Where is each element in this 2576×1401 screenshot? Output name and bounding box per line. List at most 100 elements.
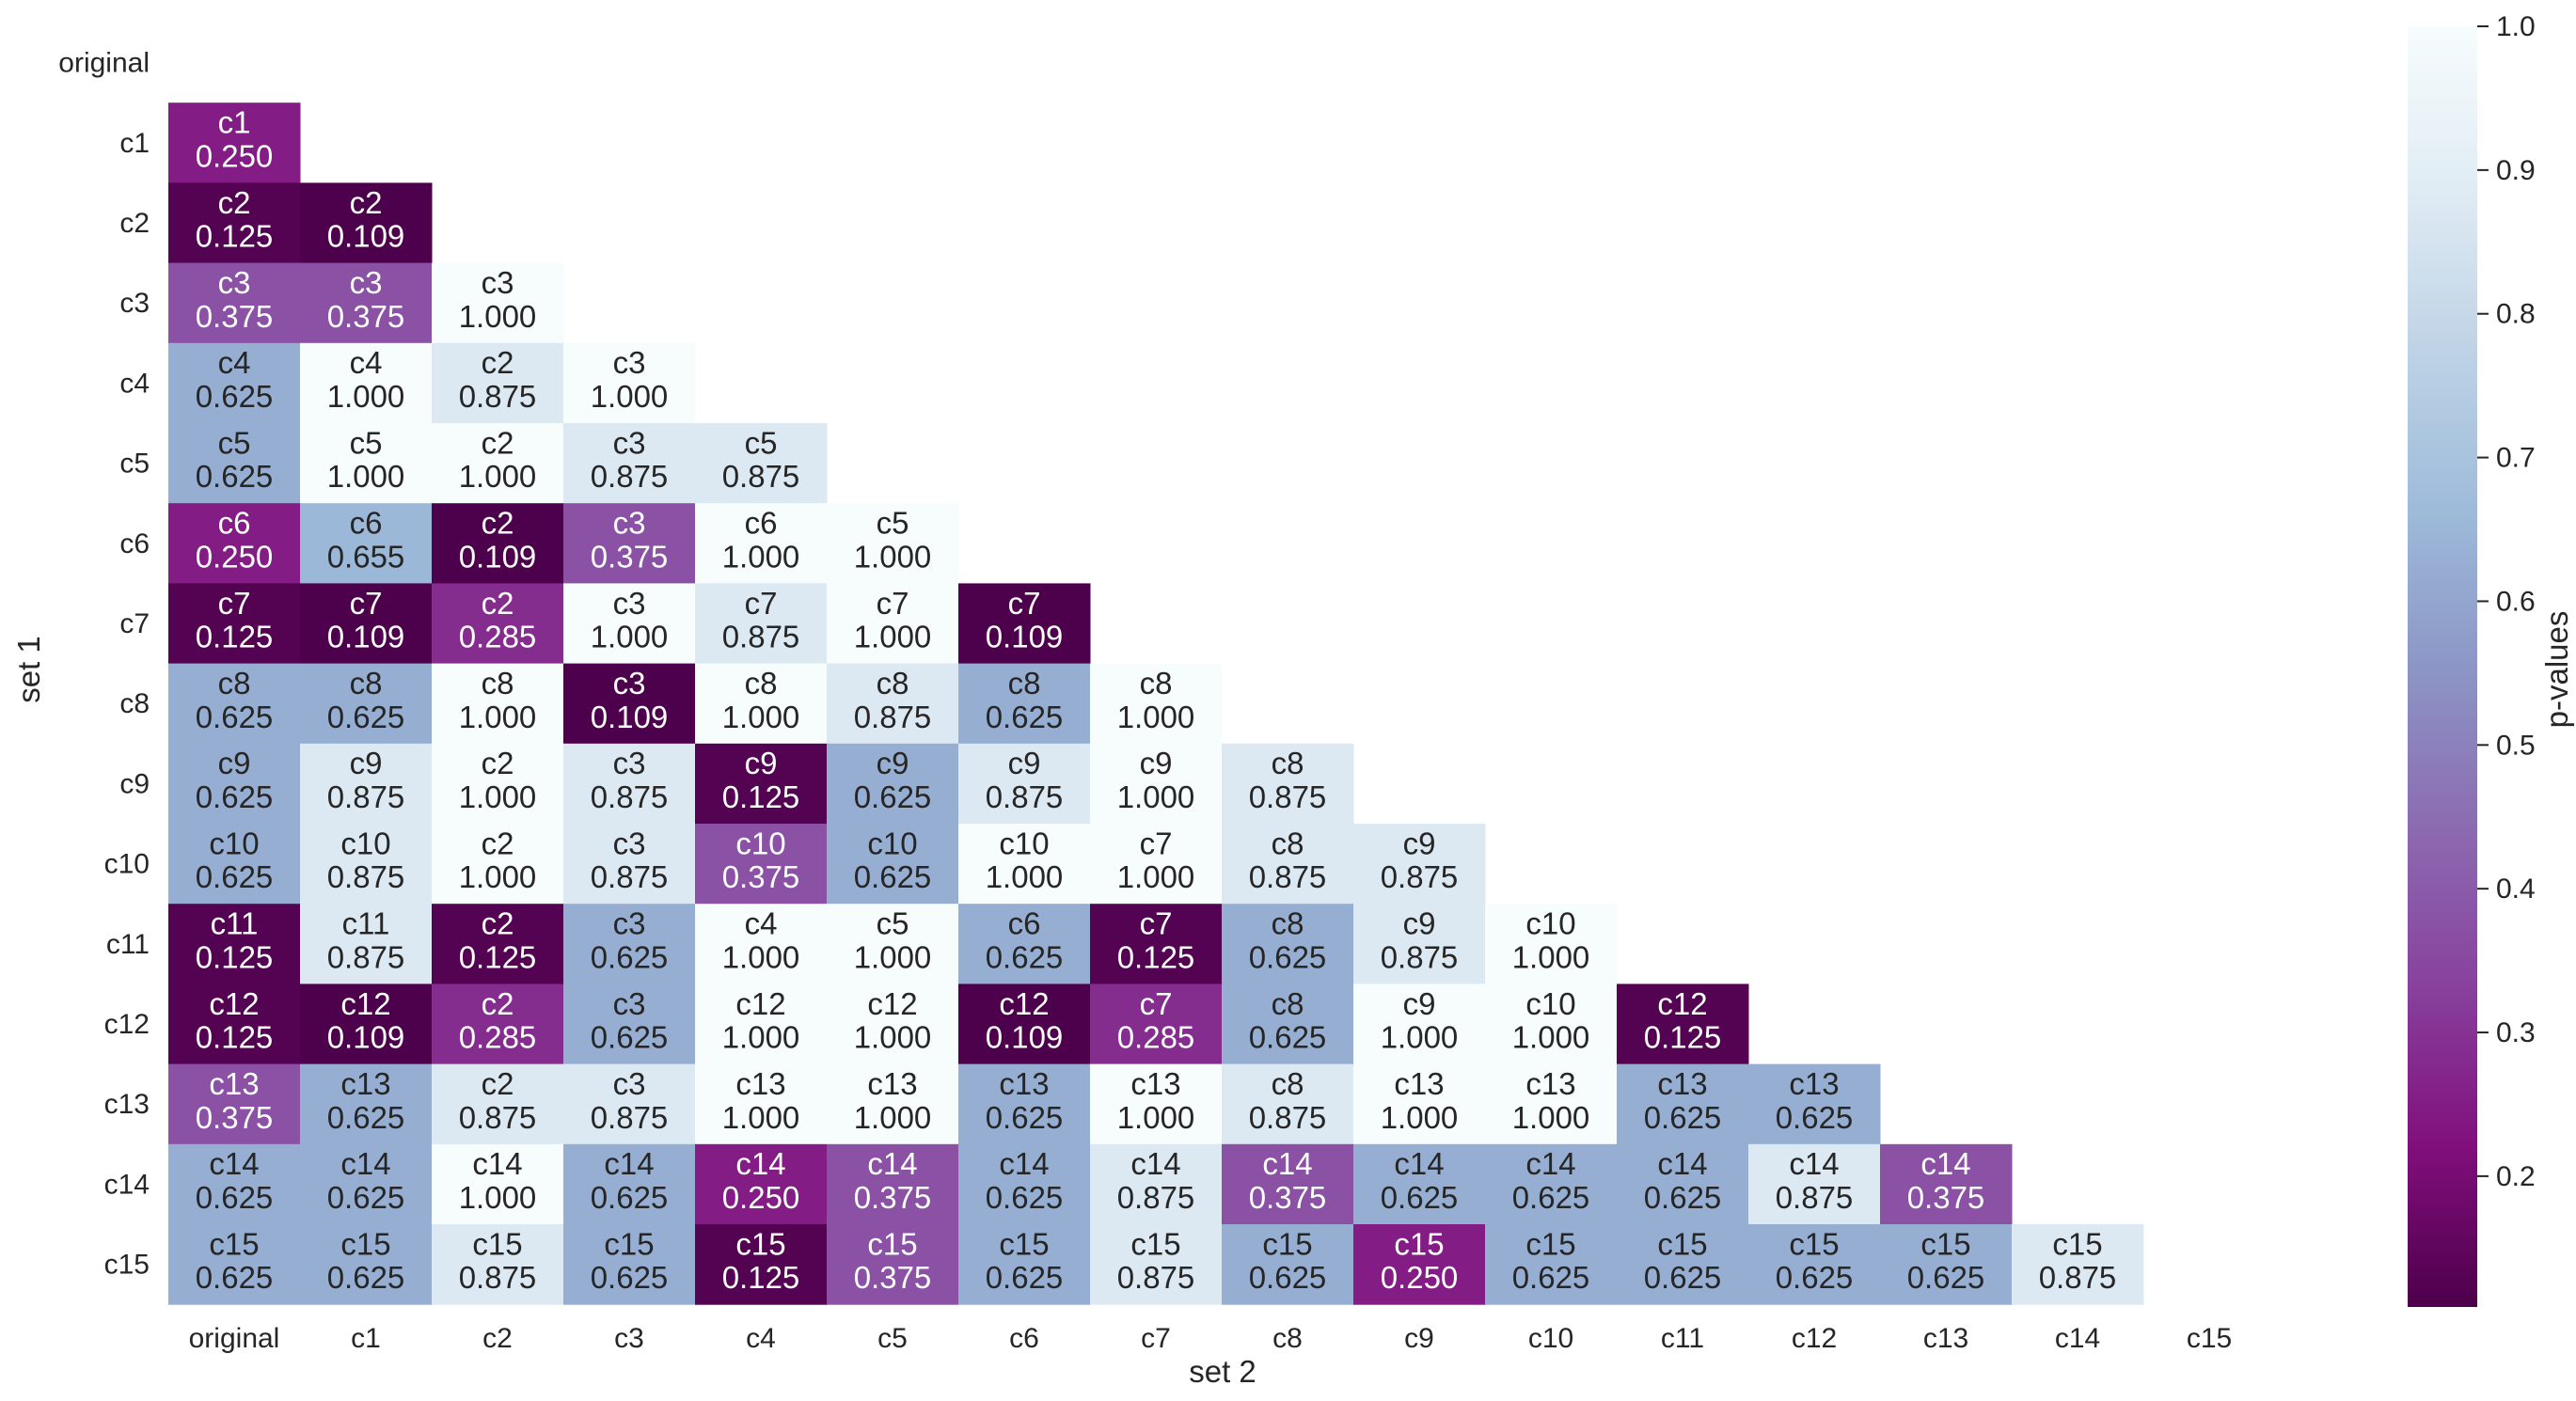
heatmap-cell bbox=[695, 984, 828, 1065]
cell-value: 0.109 bbox=[986, 1020, 1064, 1055]
cell-value: 0.875 bbox=[854, 700, 932, 734]
heatmap-cell bbox=[168, 824, 301, 905]
cell-label: c7 bbox=[1008, 586, 1041, 621]
y-tick-label: c13 bbox=[104, 1089, 150, 1120]
cell-label: c9 bbox=[877, 746, 909, 780]
cell-label: c12 bbox=[1657, 986, 1707, 1021]
x-tick-label: c3 bbox=[614, 1323, 644, 1354]
colorbar-tick-label: 0.4 bbox=[2496, 874, 2536, 905]
cell-label: c9 bbox=[1403, 826, 1436, 860]
cell-value: 0.375 bbox=[196, 1100, 274, 1135]
cell-value: 0.875 bbox=[2039, 1260, 2117, 1295]
heatmap-cell bbox=[1485, 1063, 1618, 1145]
cell-label: c8 bbox=[482, 666, 514, 700]
colorbar: 0.2 0.3 0.4 0.5 0.6 0.7 0.8 0.9 1.0 p-values bbox=[2408, 11, 2574, 1307]
heatmap-cell bbox=[432, 503, 564, 584]
heatmap-cell bbox=[827, 1063, 959, 1145]
cell-value: 0.125 bbox=[196, 620, 274, 654]
heatmap-cell bbox=[300, 583, 433, 665]
heatmap-cell bbox=[432, 583, 564, 665]
heatmap-cell bbox=[1222, 824, 1354, 905]
heatmap-cell bbox=[432, 743, 564, 825]
heatmap-cell bbox=[563, 1063, 696, 1145]
cell-label: c3 bbox=[613, 826, 646, 860]
cell-value: 0.625 bbox=[1512, 1260, 1590, 1295]
cell-label: c9 bbox=[350, 746, 383, 780]
heatmap-cell bbox=[168, 182, 301, 264]
heatmap-cell bbox=[827, 984, 959, 1065]
heatmap-cell bbox=[168, 503, 301, 584]
cell-value: 0.875 bbox=[722, 620, 800, 654]
cell-value: 0.625 bbox=[196, 700, 274, 734]
cell-value: 0.285 bbox=[459, 620, 537, 654]
cell-label: c9 bbox=[1403, 986, 1436, 1021]
cell-label: c7 bbox=[745, 586, 778, 621]
heatmap-cell bbox=[2012, 1224, 2144, 1305]
heatmap-cell bbox=[958, 583, 1091, 665]
cell-value: 1.000 bbox=[854, 539, 932, 574]
x-tick-label: c14 bbox=[2055, 1323, 2100, 1354]
heatmap-cell bbox=[300, 984, 433, 1065]
cell-label: c9 bbox=[1140, 746, 1173, 780]
heatmap-cell bbox=[1090, 984, 1223, 1065]
cell-label: c13 bbox=[867, 1066, 917, 1101]
cell-value: 0.875 bbox=[591, 459, 669, 494]
cell-label: c12 bbox=[735, 986, 785, 1021]
colorbar-gradient bbox=[2408, 26, 2477, 1307]
cell-label: c15 bbox=[2052, 1226, 2102, 1261]
cell-label: c2 bbox=[482, 345, 514, 380]
cell-label: c14 bbox=[999, 1146, 1049, 1181]
cell-label: c2 bbox=[218, 185, 251, 220]
heatmap-cell bbox=[827, 824, 959, 905]
cell-value: 1.000 bbox=[591, 379, 669, 414]
cell-value: 0.250 bbox=[196, 138, 274, 173]
heatmap-cell bbox=[1222, 743, 1354, 825]
cell-label: c15 bbox=[1657, 1226, 1707, 1261]
heatmap-cell bbox=[300, 904, 433, 984]
cell-label: c12 bbox=[999, 986, 1049, 1021]
heatmap-cell bbox=[1353, 1143, 1486, 1225]
x-tick-label: c5 bbox=[877, 1323, 908, 1354]
cell-value: 0.109 bbox=[459, 539, 537, 574]
heatmap-cell bbox=[563, 1224, 696, 1305]
cell-value: 1.000 bbox=[1117, 700, 1195, 734]
heatmap-cell bbox=[168, 102, 301, 183]
heatmap-cell bbox=[958, 984, 1091, 1065]
cell-label: c8 bbox=[1272, 986, 1304, 1021]
cell-value: 0.875 bbox=[459, 1100, 537, 1135]
cell-value: 0.625 bbox=[196, 1180, 274, 1215]
y-tick-label: c8 bbox=[119, 688, 150, 719]
cell-label: c12 bbox=[340, 986, 390, 1021]
cell-value: 0.109 bbox=[327, 1020, 405, 1055]
heatmap-cell bbox=[168, 1063, 301, 1145]
cell-value: 1.000 bbox=[459, 459, 537, 494]
cell-label: c7 bbox=[1140, 906, 1173, 941]
heatmap-cell bbox=[563, 503, 696, 584]
cell-label: c7 bbox=[877, 586, 909, 621]
heatmap-cell bbox=[1090, 663, 1223, 745]
cell-value: 0.125 bbox=[196, 219, 274, 254]
cell-label: c13 bbox=[1657, 1066, 1707, 1101]
cell-label: c13 bbox=[1394, 1066, 1444, 1101]
x-tick-label: c6 bbox=[1009, 1323, 1039, 1354]
cell-label: c4 bbox=[745, 906, 778, 941]
cell-label: c7 bbox=[1140, 986, 1173, 1021]
heatmap-cell bbox=[1617, 1224, 1749, 1305]
heatmap-cell bbox=[168, 904, 301, 984]
cell-value: 0.625 bbox=[1644, 1180, 1722, 1215]
heatmap-cell bbox=[300, 1224, 433, 1305]
heatmap-cell bbox=[1880, 1143, 2013, 1225]
cell-value: 1.000 bbox=[459, 700, 537, 734]
cell-value: 1.000 bbox=[459, 299, 537, 334]
heatmap-cell bbox=[432, 663, 564, 745]
cell-value: 0.625 bbox=[591, 939, 669, 974]
cell-label: c9 bbox=[1403, 906, 1436, 941]
cell-label: c3 bbox=[218, 265, 251, 300]
cell-label: c8 bbox=[218, 666, 251, 700]
x-tick-label: c4 bbox=[746, 1323, 776, 1354]
cell-label: c10 bbox=[999, 826, 1049, 860]
heatmap-cell bbox=[958, 1143, 1091, 1225]
x-axis-ticks: original c1 c2 c3 c4 c5 c6 c7 c8 c9 c10 c11 c12 c13 c1… bbox=[189, 1323, 2233, 1354]
cell-value: 0.875 bbox=[722, 459, 800, 494]
